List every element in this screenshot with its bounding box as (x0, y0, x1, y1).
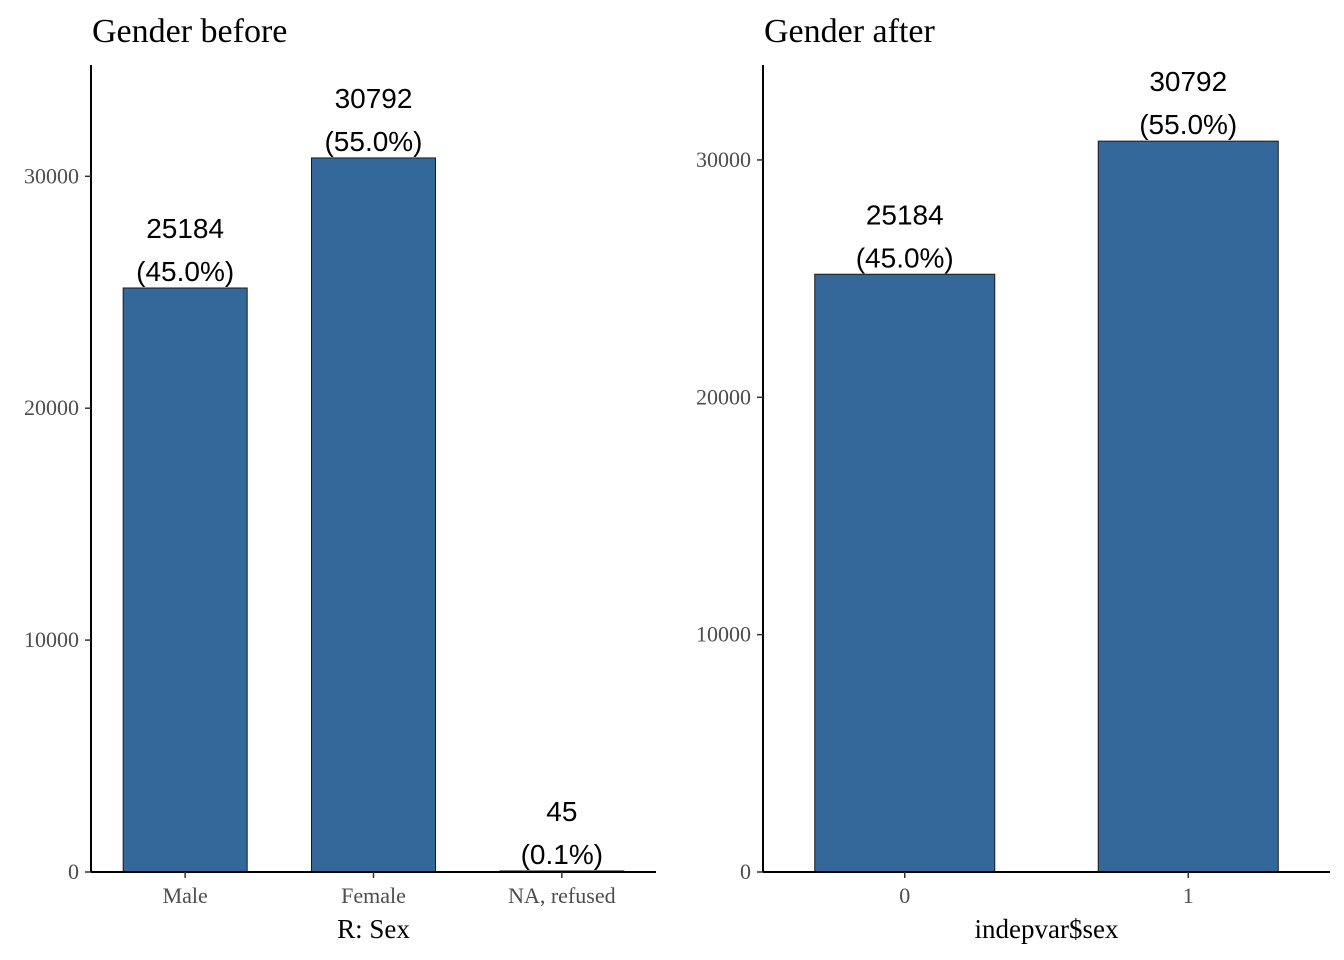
data-label-percent-after-0: (45.0%) (856, 242, 954, 273)
data-label-percent-before-2: (0.1%) (521, 839, 603, 870)
y-tick-label-before-2: 20000 (24, 395, 79, 420)
data-label-count-after-1: 30792 (1149, 66, 1227, 97)
x-tick-label-after-1: 1 (1183, 883, 1194, 908)
chart-panel-before: Gender before 25184 (45.0%) 30792 (55.0%) 45 (… (24, 13, 656, 944)
y-tick-label-before-3: 30000 (24, 163, 79, 188)
bar-before-0 (122, 287, 248, 873)
y-tick-label-before-0: 0 (68, 859, 79, 884)
chart-title-before: Gender before (92, 13, 287, 50)
data-label-percent-before-1: (55.0%) (324, 126, 422, 157)
data-label-count-after-0: 25184 (866, 199, 944, 230)
data-label-percent-before-0: (45.0%) (136, 256, 234, 287)
y-tick-label-after-1: 10000 (696, 622, 751, 647)
y-tick-label-after-0: 0 (740, 859, 751, 884)
data-label-count-before-2: 45 (546, 796, 577, 827)
bar-after-1 (1097, 140, 1279, 873)
data-label-percent-after-1: (55.0%) (1139, 109, 1237, 140)
chart-title-after: Gender after (764, 13, 936, 50)
bar-before-1 (311, 157, 436, 873)
y-tick-label-after-2: 20000 (696, 384, 751, 409)
x-tick-label-after-0: 0 (899, 883, 910, 908)
y-tick-label-after-3: 30000 (696, 147, 751, 172)
x-tick-label-before-2: NA, refused (508, 883, 616, 908)
x-axis-title-before: R: Sex (337, 914, 410, 944)
data-label-count-before-1: 30792 (335, 83, 413, 114)
x-axis-title-after: indepvar$sex (975, 914, 1119, 944)
x-tick-label-before-0: Male (163, 883, 208, 908)
data-label-count-before-0: 25184 (146, 213, 224, 244)
chart-panel-after: Gender after 25184 (45.0%) 30792 (55.0%) 0 100… (696, 13, 1330, 944)
y-tick-label-before-1: 10000 (24, 627, 79, 652)
x-tick-label-before-1: Female (341, 883, 406, 908)
bar-after-0 (814, 273, 996, 873)
